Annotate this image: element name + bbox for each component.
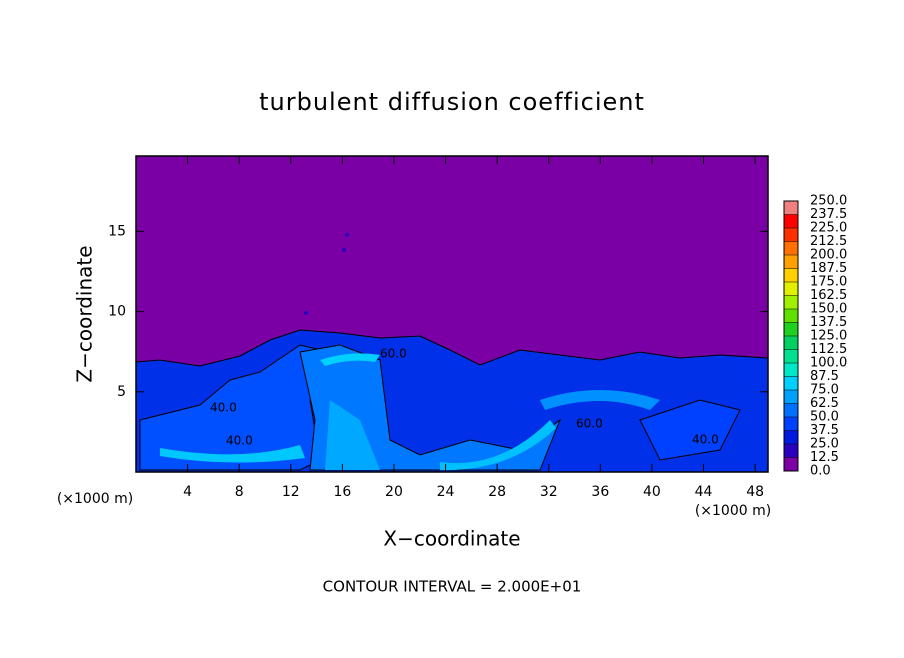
x-tick-label: 44 — [695, 484, 713, 500]
colorbar-swatch — [784, 349, 798, 363]
colorbar-label: 137.5 — [810, 315, 847, 330]
field-layer — [320, 353, 380, 366]
footer-note: CONTOUR INTERVAL = 2.000E+01 — [323, 578, 582, 596]
colorbar-swatch — [784, 241, 798, 255]
colorbar-label: 87.5 — [810, 369, 839, 384]
y-tick-label: 10 — [108, 304, 126, 320]
x-tick-label: 16 — [333, 484, 351, 500]
x-unit: (×1000 m) — [695, 503, 771, 519]
contour-label: 40.0 — [210, 401, 237, 415]
colorbar-swatch — [784, 322, 798, 336]
colorbar-swatch — [784, 228, 798, 242]
colorbar-swatch — [784, 214, 798, 228]
field-layer — [440, 420, 556, 471]
colorbar-label: 175.0 — [810, 275, 847, 290]
x-axis-label: X−coordinate — [383, 527, 520, 551]
colorbar-label: 187.5 — [810, 261, 847, 276]
colorbar-swatch — [784, 309, 798, 323]
colorbar-label: 150.0 — [810, 302, 847, 317]
colorbar-swatch — [784, 295, 798, 309]
colorbar-swatch — [784, 363, 798, 377]
y-tick-label: 15 — [108, 223, 126, 239]
colorbar-label: 100.0 — [810, 356, 847, 371]
colorbar-swatch — [784, 417, 798, 431]
colorbar-label: 200.0 — [810, 248, 847, 263]
plot-frame — [135, 155, 769, 473]
x-tick-label: 32 — [540, 484, 558, 500]
x-tick-label: 24 — [437, 484, 455, 500]
contour-label: 40.0 — [226, 434, 253, 448]
colorbar-swatch — [784, 201, 798, 215]
x-tick-label: 36 — [591, 484, 609, 500]
contour-label: 60.0 — [380, 347, 407, 361]
colorbar-swatch — [784, 403, 798, 417]
colorbar-swatch — [784, 376, 798, 390]
colorbar-swatch — [784, 282, 798, 296]
colorbar-label: 225.0 — [810, 221, 847, 236]
colorbar-label: 125.0 — [810, 329, 847, 344]
colorbar-swatch — [784, 444, 798, 458]
colorbar-label: 75.0 — [810, 383, 839, 398]
colorbar-label: 237.5 — [810, 207, 847, 222]
colorbar-swatch — [784, 430, 798, 444]
x-tick-label: 28 — [488, 484, 506, 500]
colorbar-swatch — [784, 255, 798, 269]
colorbar-label: 12.5 — [810, 450, 839, 465]
field — [135, 156, 769, 473]
colorbar-label: 250.0 — [810, 194, 847, 209]
x-tick-label: 40 — [643, 484, 661, 500]
colorbar-label: 50.0 — [810, 410, 839, 425]
chart-title: turbulent diffusion coefficient — [259, 88, 645, 116]
x-tick-label: 12 — [282, 484, 300, 500]
field-layer — [639, 399, 741, 461]
field-layer — [540, 390, 660, 410]
colorbar-label: 0.0 — [810, 464, 831, 479]
y-tick-label: 5 — [117, 384, 126, 400]
field-layer — [325, 400, 380, 470]
colorbar-label: 112.5 — [810, 342, 847, 357]
x-tick-label: 8 — [235, 484, 244, 500]
contour-label: 60.0 — [576, 417, 603, 431]
field-spot — [304, 311, 308, 315]
contour-label: 40.0 — [692, 433, 719, 447]
colorbar-swatch — [784, 457, 798, 471]
x-unit: (×1000 m) — [57, 491, 133, 507]
colorbar-label: 25.0 — [810, 437, 839, 452]
x-tick-label: 48 — [746, 484, 764, 500]
colorbar-swatch — [784, 336, 798, 350]
x-tick-label: 4 — [183, 484, 192, 500]
colorbar-label: 212.5 — [810, 234, 847, 249]
field-spot — [342, 248, 346, 252]
x-tick-label: 20 — [385, 484, 403, 500]
colorbar-swatch — [784, 268, 798, 282]
field-layer — [160, 445, 305, 463]
field-spot — [345, 233, 349, 237]
colorbar-label: 162.5 — [810, 288, 847, 303]
y-axis-label: Z−coordinate — [73, 245, 97, 382]
colorbar-swatch — [784, 390, 798, 404]
colorbar-label: 62.5 — [810, 396, 839, 411]
colorbar-label: 37.5 — [810, 423, 839, 438]
